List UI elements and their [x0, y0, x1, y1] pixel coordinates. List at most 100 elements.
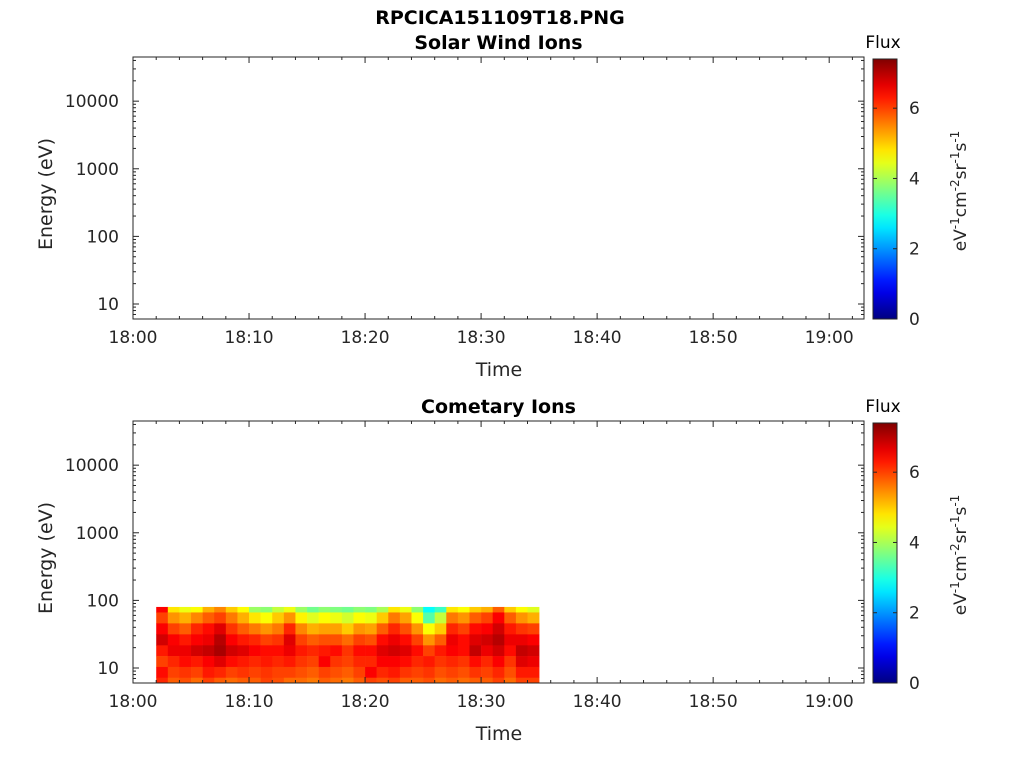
heatmap-cell [214, 677, 227, 684]
heatmap-cell [504, 677, 517, 684]
heatmap-cell [272, 612, 285, 624]
heatmap-cell [167, 612, 180, 624]
heatmap-cell [515, 645, 528, 657]
heatmap-cell [191, 645, 203, 657]
x-tick-label: 18:10 [225, 328, 274, 348]
heatmap-cell [469, 677, 482, 684]
heatmap-cell [295, 666, 308, 679]
colorbar-title: Flux [865, 33, 900, 53]
heatmap-cell [423, 656, 435, 668]
heatmap-cell [353, 612, 366, 624]
heatmap-cell [318, 606, 331, 613]
heatmap-cell [237, 612, 250, 624]
heatmap-cell [156, 634, 169, 646]
heatmap-cell [457, 656, 470, 668]
heatmap-cell [330, 666, 343, 679]
heatmap-cell [202, 656, 215, 668]
heatmap-cell [388, 645, 401, 657]
units-exponent: -1 [948, 152, 962, 164]
heatmap-cell [481, 656, 493, 668]
solar-wind-panel: Solar Wind Ions 18:00 18:10 18:20 18:30 18:40… [35, 32, 971, 381]
heatmap-cell [399, 623, 412, 635]
units-base: sr [951, 527, 971, 543]
heatmap-cell [307, 656, 319, 668]
heatmap-cell [214, 623, 227, 635]
x-axis-label: Time [475, 359, 523, 381]
heatmap-cell [527, 612, 540, 624]
colorbar-title: Flux [865, 397, 900, 417]
heatmap-cell [492, 606, 505, 613]
x-tick-label: 19:00 [805, 328, 854, 348]
heatmap-cell [423, 634, 435, 646]
heatmap-cell [249, 623, 261, 635]
heatmap-cell [272, 656, 285, 668]
units-base: sr [951, 163, 971, 179]
heatmap-cell [330, 612, 343, 624]
units-base: s [951, 507, 971, 516]
heatmap-cell [388, 677, 401, 684]
heatmap-cell [527, 634, 540, 646]
heatmap-cell [295, 606, 308, 613]
heatmap-cell [492, 634, 505, 646]
heatmap-cell [237, 677, 250, 684]
heatmap-cell [457, 677, 470, 684]
heatmap-cell [237, 623, 250, 635]
heatmap-cell [272, 645, 285, 657]
heatmap-cell [191, 606, 203, 613]
heatmap-cell [469, 623, 482, 635]
heatmap-cell [341, 634, 354, 646]
heatmap-cell [423, 623, 435, 635]
colorbar-units-label: eV-1cm-2sr-1s-1 [948, 495, 971, 616]
heatmap-cell [191, 623, 203, 635]
heatmap-cell [330, 606, 343, 613]
heatmap-cell [376, 656, 389, 668]
heatmap-cell [353, 666, 366, 679]
heatmap-cell [156, 677, 169, 684]
heatmap-cell [179, 634, 192, 646]
heatmap-cell [214, 645, 227, 657]
heatmap-cell [515, 606, 528, 613]
heatmap-cell [446, 634, 459, 646]
panel-title: Solar Wind Ions [414, 32, 582, 54]
heatmap-cell [469, 656, 482, 668]
heatmap-cell [307, 677, 319, 684]
heatmap-cell [527, 623, 540, 635]
heatmap-cell [515, 666, 528, 679]
heatmap-cell [225, 677, 238, 684]
heatmap-cell [411, 606, 424, 613]
heatmap-cell [446, 612, 459, 624]
heatmap-cell [446, 645, 459, 657]
heatmap-cell [446, 666, 459, 679]
heatmap-cell [411, 645, 424, 657]
heatmap-cell [515, 623, 528, 635]
heatmap-cell [307, 634, 319, 646]
heatmap-cell [272, 677, 285, 684]
colorbar-tick-label: 2 [909, 240, 920, 260]
colorbar-tick-label: 4 [909, 169, 920, 189]
heatmap-cell [469, 666, 482, 679]
heatmap-cell [481, 623, 493, 635]
heatmap-cell [388, 612, 401, 624]
heatmap-cell [237, 606, 250, 613]
heatmap-cell [214, 606, 227, 613]
heatmap-cell [481, 612, 493, 624]
heatmap-cell [260, 634, 273, 646]
heatmap-cell [283, 606, 296, 613]
heatmap-cell [307, 623, 319, 635]
x-tick-label: 18:30 [457, 692, 506, 712]
heatmap-cell [202, 645, 215, 657]
heatmap-cell [376, 666, 389, 679]
heatmap-cell [318, 645, 331, 657]
y-tick-label: 10 [97, 295, 119, 315]
heatmap-cell [214, 634, 227, 646]
heatmap-cell [237, 634, 250, 646]
y-tick-label: 1000 [76, 524, 119, 544]
heatmap-cell [341, 612, 354, 624]
heatmap-cell [365, 634, 377, 646]
heatmap-cell [156, 666, 169, 679]
heatmap-cell [423, 666, 435, 679]
heatmap-cell [156, 645, 169, 657]
heatmap-cell [376, 645, 389, 657]
heatmap-cell [260, 645, 273, 657]
